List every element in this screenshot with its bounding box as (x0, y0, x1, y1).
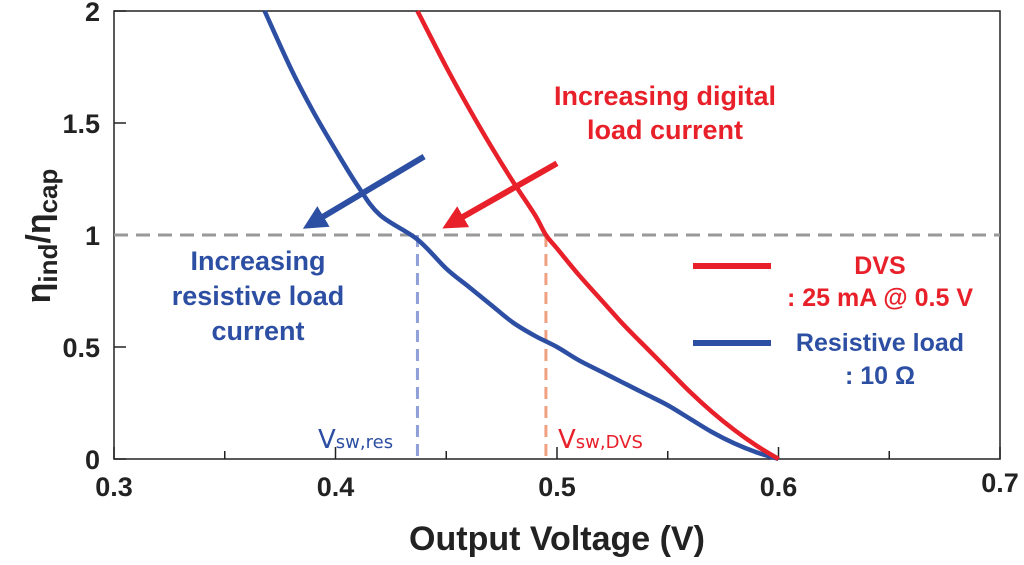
x-axis-title: Output Voltage (V) (409, 520, 705, 558)
annotation-digital-line1: Increasing digital (554, 81, 776, 111)
axis-tick-labels: 0.3 0.4 0.5 0.6 0.7 0 0.5 1 1.5 2 (62, 0, 1018, 502)
annotation-resistive-line1: Increasing (190, 246, 325, 276)
series-resistive-load-curve (262, 10, 780, 462)
x-tick-label-0: 0.3 (95, 472, 133, 502)
x-tick-label-1: 0.4 (317, 472, 355, 502)
series-dvs-curve (415, 9, 780, 461)
legend-label-resistive-line2: : 10 Ω (845, 362, 915, 390)
vsw-res-label: Vsw,res (318, 425, 393, 455)
legend-label-dvs-line1: DVS (854, 252, 905, 280)
y-tick-label-0: 0 (85, 445, 100, 475)
vsw-dvs-label: Vsw,DVS (558, 425, 643, 455)
arrow-digital-direction (442, 160, 559, 229)
x-tick-label-4: 0.7 (981, 468, 1019, 498)
x-tick-label-3: 0.6 (760, 472, 798, 502)
annotation-resistive-line2: resistive load (172, 281, 345, 311)
legend: DVS : 25 mA @ 0.5 V Resistive load : 10 … (693, 252, 973, 390)
y-tick-label-3: 1.5 (62, 109, 100, 139)
legend-label-resistive-line1: Resistive load (796, 329, 964, 357)
arrow-resistive-direction (302, 154, 426, 229)
legend-label-dvs-line2: : 25 mA @ 0.5 V (787, 284, 973, 312)
annotation-digital-line2: load current (587, 115, 743, 145)
annotation-resistive-line3: current (211, 316, 304, 346)
y-tick-label-2: 1 (85, 221, 100, 251)
y-tick-label-1: 0.5 (62, 333, 100, 363)
y-axis-title: ηind/ηcap (20, 169, 63, 304)
y-tick-label-4: 2 (85, 0, 100, 27)
x-tick-label-2: 0.5 (538, 472, 576, 502)
